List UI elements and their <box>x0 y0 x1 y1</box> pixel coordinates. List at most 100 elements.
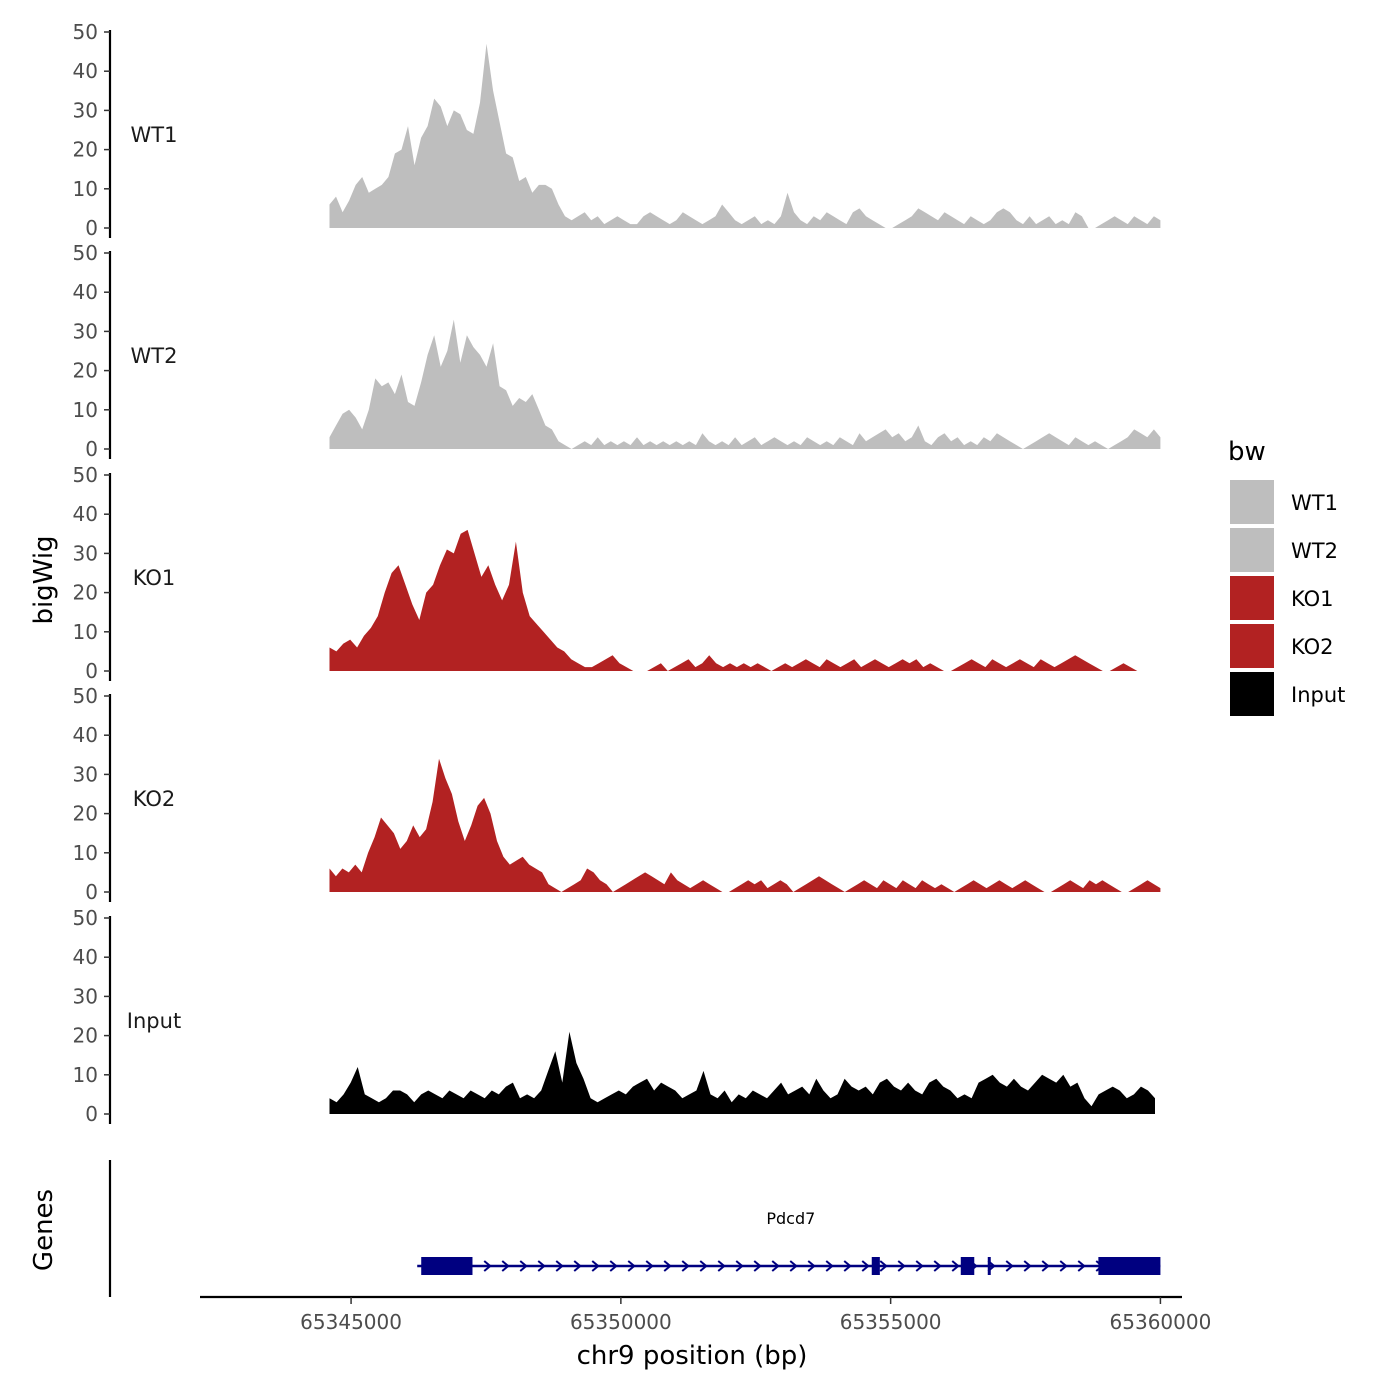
legend-label: WT1 <box>1291 491 1338 515</box>
gene-track: Pdcd7 <box>108 1160 1161 1297</box>
strand-arrow <box>861 1260 870 1272</box>
track-label-wt1: WT1 <box>131 123 178 147</box>
y-tick-label: 50 <box>73 241 98 265</box>
x-axis-title: chr9 position (bp) <box>577 1341 808 1371</box>
gene-pdcd7: Pdcd7 <box>417 1209 1161 1275</box>
legend-label: WT2 <box>1291 539 1338 563</box>
gene-name-label: Pdcd7 <box>766 1209 815 1228</box>
track-ko1: 0 10 20 30 40 50 KO1 <box>73 463 1145 683</box>
strand-arrow <box>699 1260 708 1272</box>
y-tick-label: 40 <box>73 945 98 969</box>
strand-arrow <box>1005 1260 1014 1272</box>
strand-arrow <box>735 1260 744 1272</box>
coverage-area-ko2 <box>329 758 1161 892</box>
legend-label: KO1 <box>1291 587 1334 611</box>
gene-exon <box>987 1257 991 1275</box>
legend-swatch <box>1230 672 1274 716</box>
strand-arrow <box>753 1260 762 1272</box>
legend-swatch <box>1230 528 1274 572</box>
legend-label: Input <box>1291 683 1345 707</box>
track-label-ko2: KO2 <box>133 787 176 811</box>
x-tick-label: 65360000 <box>1110 1310 1212 1334</box>
strand-arrow <box>483 1260 492 1272</box>
gene-exon <box>421 1257 473 1275</box>
y-tick-label: 0 <box>85 216 98 240</box>
y-tick-label: 50 <box>73 906 98 930</box>
strand-arrow <box>1041 1260 1050 1272</box>
y-tick-label: 20 <box>73 802 98 826</box>
legend-label: KO2 <box>1291 635 1334 659</box>
strand-arrow <box>609 1260 618 1272</box>
y-tick-label: 10 <box>73 398 98 422</box>
strand-arrow <box>897 1260 906 1272</box>
legend-swatch <box>1230 576 1274 620</box>
legend-item-wt1: WT1 <box>1230 480 1338 524</box>
y-tick-label: 10 <box>73 1063 98 1087</box>
strand-arrow <box>951 1260 960 1272</box>
x-tick-label: 65350000 <box>570 1310 672 1334</box>
gene-track-title: Genes <box>29 1189 59 1271</box>
strand-arrow <box>519 1260 528 1272</box>
coverage-area-ko1 <box>329 529 1145 671</box>
y-tick-label: 0 <box>85 1102 98 1126</box>
y-tick-label: 30 <box>73 319 98 343</box>
strand-arrow <box>573 1260 582 1272</box>
x-axis: 65345000 65350000 65355000 65360000 <box>200 1295 1212 1334</box>
y-tick-label: 40 <box>73 280 98 304</box>
strand-arrow <box>537 1260 546 1272</box>
strand-arrow <box>915 1260 924 1272</box>
gene-exon <box>871 1257 880 1275</box>
track-wt1: 0 10 20 30 40 50 WT1 <box>73 20 1161 240</box>
y-tick-label: 10 <box>73 620 98 644</box>
strand-arrow <box>933 1260 942 1272</box>
coverage-area-input <box>329 1031 1155 1114</box>
track-input: 0 10 20 30 40 50 Input <box>73 906 1155 1126</box>
y-tick-label: 50 <box>73 684 98 708</box>
y-tick-label: 20 <box>73 581 98 605</box>
track-label-wt2: WT2 <box>131 344 178 368</box>
gene-exon <box>960 1257 975 1275</box>
track-ko2: 0 10 20 30 40 50 KO2 <box>73 684 1161 904</box>
y-tick-label: 10 <box>73 841 98 865</box>
strand-arrow <box>555 1260 564 1272</box>
strand-arrow <box>645 1260 654 1272</box>
y-tick-label: 0 <box>85 880 98 904</box>
y-tick-label: 50 <box>73 463 98 487</box>
strand-arrow <box>501 1260 510 1272</box>
legend-item-input: Input <box>1230 672 1345 716</box>
y-tick-label: 30 <box>73 984 98 1008</box>
strand-arrow <box>807 1260 816 1272</box>
legend-item-wt2: WT2 <box>1230 528 1338 572</box>
legend: bw WT1 WT2 KO1 KO2 Input <box>1228 437 1345 716</box>
track-wt2: 0 10 20 30 40 50 WT2 <box>73 241 1161 461</box>
coverage-tracks: 0 10 20 30 40 50 WT1 0 10 20 30 40 50 WT2 0 10 20 30 40 50 K… <box>73 20 1161 1126</box>
y-tick-label: 20 <box>73 359 98 383</box>
coverage-area-wt1 <box>329 43 1161 228</box>
strand-arrow <box>879 1260 888 1272</box>
strand-arrow <box>771 1260 780 1272</box>
legend-swatch <box>1230 624 1274 668</box>
y-tick-label: 20 <box>73 1024 98 1048</box>
y-tick-label: 30 <box>73 98 98 122</box>
strand-arrow <box>681 1260 690 1272</box>
coverage-area-wt2 <box>329 319 1161 449</box>
y-tick-label: 40 <box>73 723 98 747</box>
strand-arrow <box>663 1260 672 1272</box>
y-tick-label: 0 <box>85 659 98 683</box>
strand-arrow <box>1077 1260 1086 1272</box>
y-axis-title: bigWig <box>29 535 59 624</box>
y-tick-label: 10 <box>73 177 98 201</box>
strand-arrow <box>1059 1260 1068 1272</box>
legend-item-ko2: KO2 <box>1230 624 1334 668</box>
gene-exon <box>1098 1257 1161 1275</box>
y-tick-label: 40 <box>73 502 98 526</box>
strand-arrow <box>1023 1260 1032 1272</box>
y-tick-label: 50 <box>73 20 98 44</box>
strand-arrow <box>717 1260 726 1272</box>
y-tick-label: 0 <box>85 437 98 461</box>
y-tick-label: 40 <box>73 59 98 83</box>
y-tick-label: 30 <box>73 762 98 786</box>
legend-swatch <box>1230 480 1274 524</box>
strand-arrow <box>825 1260 834 1272</box>
